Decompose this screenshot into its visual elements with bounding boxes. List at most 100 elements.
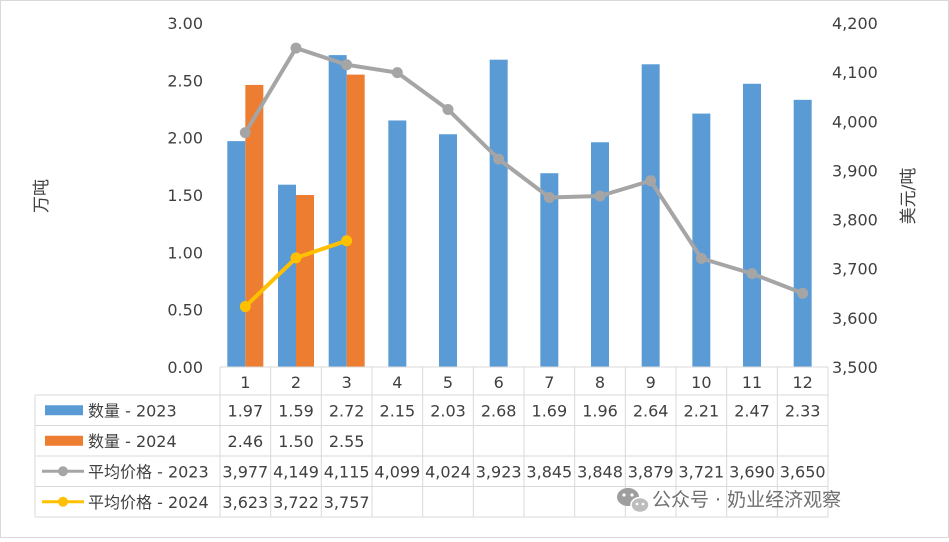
- legend-label: 平均价格 - 2023: [88, 462, 209, 481]
- data-cell: 3,845: [526, 462, 572, 481]
- bar-2023-2: [278, 184, 296, 367]
- watermark-text: 公众号 · 奶业经济观察: [652, 489, 841, 511]
- price-point-2024: [290, 252, 302, 264]
- category-label: 9: [646, 373, 656, 392]
- category-label: 1: [240, 373, 250, 392]
- data-cell: 2.55: [329, 432, 365, 451]
- bar-2023-10: [692, 113, 711, 367]
- left-axis-label: 万吨: [32, 179, 52, 213]
- data-cell: 2.68: [481, 401, 517, 420]
- data-cell: 2.47: [734, 401, 770, 420]
- right-axis-ticks: 3,500 3,600 3,700 3,800 3,900 4,000 4,100 4,200: [832, 14, 878, 377]
- data-cell: 1.50: [278, 432, 314, 451]
- category-label: 12: [792, 373, 812, 392]
- bar-2023-1: [227, 141, 246, 367]
- data-cell: 3,848: [577, 462, 623, 481]
- category-label: 6: [494, 373, 504, 392]
- bar-2023-3: [328, 55, 347, 368]
- data-cell: 3,757: [324, 493, 370, 512]
- data-cell: 3,721: [678, 462, 724, 481]
- category-label: 11: [742, 373, 762, 392]
- category-label: 3: [342, 373, 352, 392]
- price-point-2023: [797, 287, 809, 299]
- data-cell: 1.69: [532, 401, 568, 420]
- legend-swatch: [45, 435, 83, 446]
- category-label: 8: [595, 373, 605, 392]
- bar-2023-7: [540, 173, 559, 367]
- data-cell: 3,923: [476, 462, 522, 481]
- price-point-2023: [341, 59, 353, 71]
- category-label: 7: [544, 373, 554, 392]
- right-tick-label: 3,900: [832, 161, 878, 180]
- legend-marker: [58, 496, 68, 507]
- category-label: 2: [291, 373, 301, 392]
- right-tick-label: 4,100: [832, 63, 878, 82]
- data-cell: 3,879: [628, 462, 674, 481]
- data-cell: 1.97: [228, 401, 264, 420]
- data-cell: 2.72: [329, 401, 365, 420]
- legend-marker: [58, 466, 68, 477]
- data-cell: 2.46: [228, 432, 264, 451]
- bar-2023-11: [743, 83, 761, 368]
- price-point-2024: [341, 235, 353, 247]
- data-cell: 4,149: [273, 462, 319, 481]
- data-cell: 2.33: [785, 401, 821, 420]
- price-point-2023: [695, 252, 707, 264]
- price-point-2023: [543, 191, 555, 203]
- legend-label: 数量 - 2023: [88, 401, 177, 420]
- left-tick-label: 2.50: [167, 71, 203, 90]
- left-tick-label: 1.00: [167, 243, 203, 262]
- data-cell: 1.59: [278, 401, 314, 420]
- price-point-2023: [239, 127, 251, 139]
- wechat-icon: [617, 488, 650, 514]
- data-cell: 2.21: [684, 401, 720, 420]
- legend-label: 数量 - 2024: [88, 432, 177, 451]
- left-tick-label: 0.50: [167, 301, 203, 320]
- price-point-2023: [594, 190, 606, 202]
- price-point-2023: [290, 42, 302, 54]
- price-line-2023: [243, 46, 805, 296]
- right-tick-label: 4,000: [832, 112, 878, 131]
- data-cell: 4,024: [425, 462, 471, 481]
- price-point-2023: [442, 103, 454, 115]
- legend-label: 平均价格 - 2024: [88, 493, 209, 512]
- line-series: [239, 42, 809, 313]
- right-tick-label: 3,700: [832, 260, 878, 279]
- data-cell: 3,623: [222, 493, 268, 512]
- data-cell: 4,099: [374, 462, 420, 481]
- bar-2024-3: [346, 74, 365, 367]
- bar-2023-5: [439, 134, 457, 367]
- data-cell: 2.64: [633, 401, 669, 420]
- data-cell: 1.96: [582, 401, 618, 420]
- bar-2023-4: [388, 120, 407, 367]
- right-axis-label: 美元/吨: [899, 168, 919, 225]
- bar-2023-9: [641, 64, 660, 367]
- right-tick-label: 3,600: [832, 309, 878, 328]
- price-point-2023: [391, 67, 403, 79]
- right-tick-label: 4,200: [832, 14, 878, 33]
- bar-2023-8: [591, 142, 609, 367]
- data-cell: 2.03: [430, 401, 466, 420]
- category-label: 5: [443, 373, 453, 392]
- price-point-2024: [239, 301, 251, 313]
- left-axis-ticks: 0.00 0.50 1.00 1.50 2.00 2.50 3.00: [167, 14, 203, 377]
- right-tick-label: 3,800: [832, 211, 878, 230]
- left-tick-label: 1.50: [167, 186, 203, 205]
- left-tick-label: 0.00: [167, 358, 203, 377]
- data-cell: 3,650: [780, 462, 826, 481]
- bar-2024-2: [296, 195, 314, 367]
- category-label: 10: [691, 373, 711, 392]
- data-cell: 3,690: [729, 462, 775, 481]
- left-tick-label: 3.00: [167, 14, 203, 33]
- price-point-2023: [493, 153, 505, 165]
- watermark: 公众号 · 奶业经济观察: [617, 488, 841, 514]
- data-cell: 3,722: [273, 493, 319, 512]
- bar-2023-12: [793, 99, 812, 368]
- bar-2024-1: [245, 84, 264, 368]
- right-tick-label: 3,500: [832, 358, 878, 377]
- price-point-2023: [746, 268, 758, 280]
